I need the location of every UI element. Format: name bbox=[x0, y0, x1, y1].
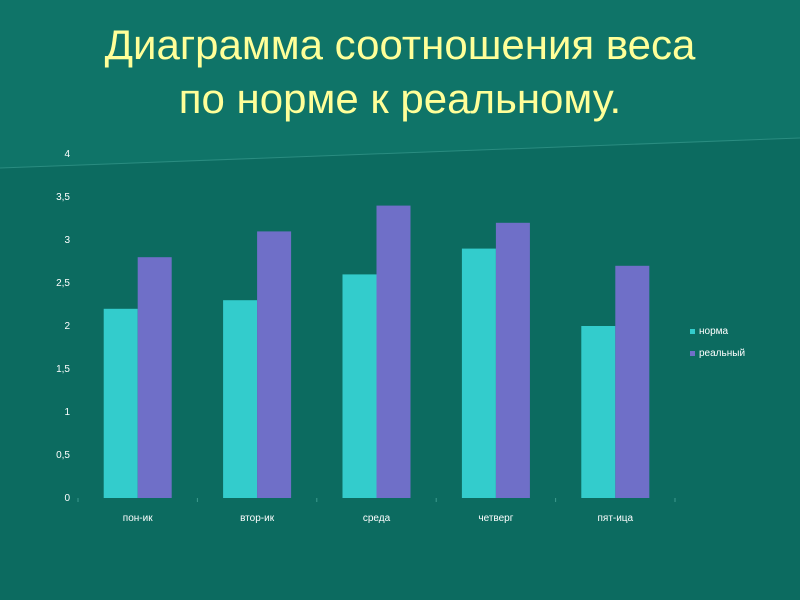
legend-swatch-real bbox=[690, 350, 695, 356]
title-line-2: по норме к реальному. bbox=[178, 75, 622, 122]
bar-norm bbox=[581, 326, 616, 498]
y-tick-label: 0 bbox=[64, 493, 70, 504]
y-tick-label: 2 bbox=[64, 321, 70, 332]
legend-label-real: реальный bbox=[699, 347, 746, 359]
bar-norm bbox=[103, 308, 138, 498]
chart-legend: норма реальный bbox=[690, 320, 745, 364]
bar-real bbox=[376, 205, 411, 498]
bar-real bbox=[615, 265, 650, 498]
x-category-label: втор-ик bbox=[240, 513, 275, 524]
y-tick-label: 1 bbox=[64, 407, 70, 418]
x-category-label: четверг bbox=[478, 513, 513, 524]
bar-norm bbox=[342, 274, 377, 498]
bar-real bbox=[495, 222, 530, 499]
x-category-label: пон-ик bbox=[123, 513, 153, 524]
bar-norm bbox=[461, 248, 496, 498]
y-tick-label: 4 bbox=[64, 149, 70, 160]
bar-norm bbox=[223, 300, 258, 498]
bar-real bbox=[137, 257, 172, 498]
x-category-label: пят-ица bbox=[597, 513, 633, 524]
legend-swatch-norm bbox=[690, 328, 695, 334]
y-tick-label: 1,5 bbox=[56, 364, 70, 375]
title-line-1: Диаграмма соотношения веса bbox=[104, 21, 696, 68]
y-tick-label: 0,5 bbox=[56, 450, 70, 461]
x-category-label: среда bbox=[363, 513, 391, 524]
legend-label-norm: норма bbox=[699, 325, 729, 337]
y-tick-label: 3 bbox=[64, 235, 70, 246]
y-tick-label: 3,5 bbox=[56, 192, 70, 203]
bar-real bbox=[257, 231, 292, 498]
slide-title: Диаграмма соотношения веса по норме к ре… bbox=[0, 18, 800, 126]
y-tick-label: 2,5 bbox=[56, 278, 70, 289]
legend-item-real: реальный bbox=[690, 342, 745, 364]
legend-item-norm: норма bbox=[690, 320, 745, 342]
